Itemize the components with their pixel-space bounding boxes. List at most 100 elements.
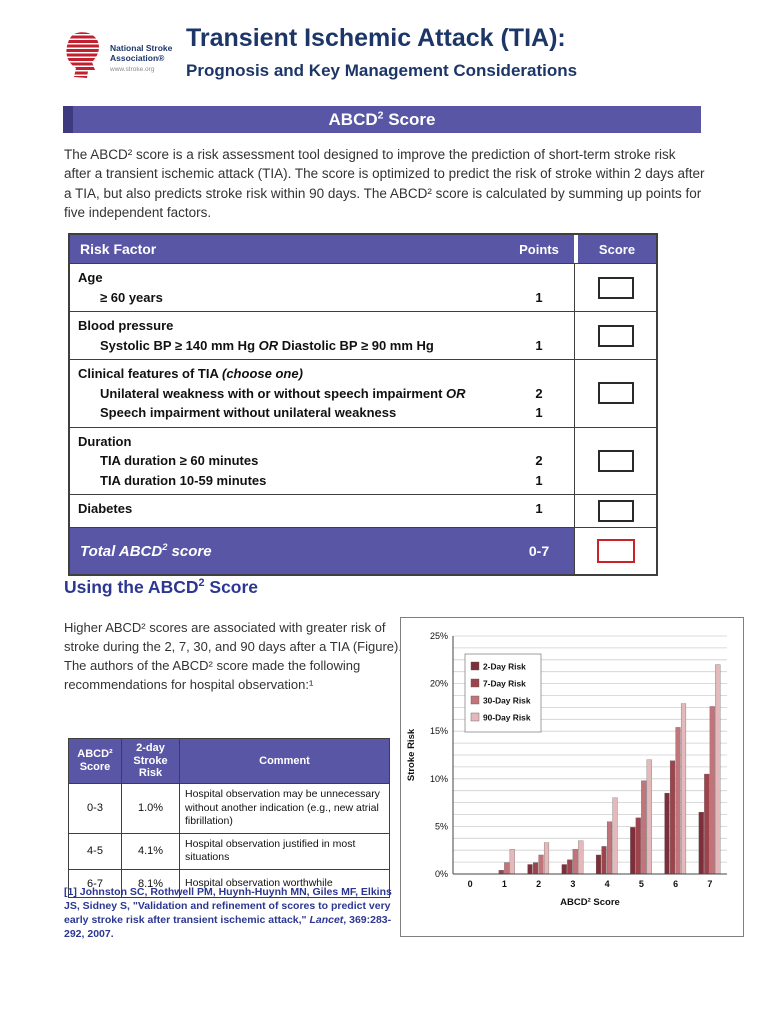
bar-90-Day Risk xyxy=(612,797,618,875)
svg-text:0: 0 xyxy=(468,879,473,889)
observation-comment: Hospital observation worthwhile xyxy=(179,870,389,898)
risk-factor-text: Unilateral weakness with or without spee… xyxy=(100,385,466,401)
svg-text:10%: 10% xyxy=(430,774,448,784)
risk-factor-text: Age xyxy=(78,270,103,285)
risk-factor-text: Clinical features of TIA (choose one) xyxy=(78,366,303,381)
risk-table-header: Risk Factor Points Score xyxy=(70,235,656,263)
column-header-score: Score xyxy=(574,235,656,263)
svg-text:5%: 5% xyxy=(435,821,448,831)
score-range: 0-3 xyxy=(87,802,103,815)
bar-30-Day Risk xyxy=(641,780,647,875)
y-axis-title: Stroke Risk xyxy=(406,728,417,781)
bar-7-Day Risk xyxy=(532,862,539,875)
observation-row: 6-7 8.1% Hospital observation worthwhile xyxy=(69,869,389,898)
points-value: 1 xyxy=(535,337,543,353)
risk-factor-row: Diabetes 1 xyxy=(70,494,656,527)
points-value: 1 xyxy=(535,501,543,516)
legend-label: 2-Day Risk xyxy=(483,662,526,672)
legend-label: 30-Day Risk xyxy=(483,696,531,706)
risk-factor-table: Risk Factor Points Score Age ≥ 60 years 1 B… xyxy=(68,233,658,576)
points-value: 1 xyxy=(535,472,543,488)
bar-7-Day Risk xyxy=(669,760,676,875)
observation-row: 4-5 4.1% Hospital observation justified in… xyxy=(69,832,389,870)
score-entry-box xyxy=(597,324,634,347)
observation-row: 0-3 1.0% Hospital observation may be unnec… xyxy=(69,782,389,833)
score-entry-box xyxy=(597,500,634,522)
bar-90-Day Risk xyxy=(680,703,687,875)
total-score-entry-box xyxy=(596,539,635,563)
x-axis-title: ABCD² Score xyxy=(560,897,620,908)
bar-90-Day Risk xyxy=(578,840,584,875)
bar-7-Day Risk xyxy=(498,870,504,875)
legend-label: 7-Day Risk xyxy=(483,679,526,689)
legend-swatch xyxy=(470,712,480,722)
two-day-stroke-risk: 1.0% xyxy=(121,783,179,833)
risk-factor-text: Blood pressure xyxy=(78,318,174,333)
observation-table-header: ABCD² Score 2-day Stroke Risk Comment xyxy=(69,739,389,783)
page-subtitle: Prognosis and Key Management Considerati… xyxy=(186,60,578,80)
risk-factor-row: Blood pressure Systolic BP ≥ 140 mm Hg OR… xyxy=(70,311,656,359)
bar-7-Day Risk xyxy=(704,773,710,875)
score-range: 4-5 xyxy=(87,845,103,858)
risk-factor-text: TIA duration ≥ 60 minutes xyxy=(100,453,259,468)
svg-text:5: 5 xyxy=(639,879,644,889)
using-score-heading: Using the ABCD2 Score xyxy=(64,577,259,597)
risk-factor-row: Clinical features of TIA (choose one) Uni… xyxy=(70,359,656,427)
svg-text:15%: 15% xyxy=(430,726,448,736)
bar-7-Day Risk xyxy=(601,846,607,875)
two-day-stroke-risk: 4.1% xyxy=(121,833,179,870)
bar-90-Day Risk xyxy=(715,664,721,875)
using-score-paragraph: Higher ABCD² scores are associated with … xyxy=(64,620,402,692)
total-score-label: Total ABCD2 score xyxy=(80,541,212,560)
total-score-row: Total ABCD2 score 0-7 xyxy=(70,527,656,574)
banner-left-cap xyxy=(63,106,73,133)
risk-factor-text: Diabetes xyxy=(78,501,133,516)
bar-90-Day Risk xyxy=(509,849,515,875)
bar-2-Day Risk xyxy=(664,792,670,875)
column-header-2day-stroke-risk: 2-day Stroke Risk xyxy=(121,739,179,783)
svg-text:2: 2 xyxy=(536,879,541,889)
bar-7-Day Risk xyxy=(567,859,573,875)
bar-90-Day Risk xyxy=(646,759,652,875)
bar-30-Day Risk xyxy=(572,849,578,875)
risk-table-rows: Age ≥ 60 years 1 Blood pressure Systolic BP … xyxy=(70,263,656,527)
bar-2-Day Risk xyxy=(527,864,533,875)
observation-table: ABCD² Score 2-day Stroke Risk Comment 0-… xyxy=(68,738,390,899)
svg-text:20%: 20% xyxy=(430,679,448,689)
stroke-risk-chart-panel: 0% 5% 10% 15% 20% 25% 0 1 2 3 4 5 6 7 ABCD² Score Strok… xyxy=(400,617,744,937)
risk-factor-row: Duration TIA duration ≥ 60 minutes 2 TIA du… xyxy=(70,426,656,494)
stroke-head-icon xyxy=(66,32,99,79)
legend-swatch xyxy=(470,678,480,688)
observation-comment: Hospital observation justified in most s… xyxy=(179,833,389,870)
legend-swatch xyxy=(470,661,480,671)
obs-table-rows: 0-3 1.0% Hospital observation may be unnec… xyxy=(69,782,389,898)
svg-text:4: 4 xyxy=(605,879,610,889)
citation-footnote: [1] Johnston SC, Rothwell PM, Huynh-Huyn… xyxy=(64,886,392,940)
points-value: 1 xyxy=(535,405,543,420)
svg-text:6: 6 xyxy=(673,879,678,889)
nsa-logo: National Stroke Association® www.stroke.… xyxy=(62,14,180,102)
bar-30-Day Risk xyxy=(606,821,613,875)
score-entry-box xyxy=(597,449,634,472)
logo-org-name: National Stroke Association® xyxy=(110,42,173,63)
bar-7-Day Risk xyxy=(635,817,641,875)
svg-text:25%: 25% xyxy=(430,631,448,641)
risk-factor-text: Systolic BP ≥ 140 mm Hg OR Diastolic BP … xyxy=(100,337,434,353)
banner-title: ABCD2 Score xyxy=(328,108,436,129)
risk-bar-chart: 0% 5% 10% 15% 20% 25% 0 1 2 3 4 5 6 7 ABCD² Score Strok… xyxy=(406,631,727,908)
section-banner-abcd2-score: ABCD2 Score xyxy=(63,106,701,133)
column-header-comment: Comment xyxy=(179,739,389,783)
column-header-risk-factor: Risk Factor xyxy=(80,241,157,257)
bar-2-Day Risk xyxy=(698,811,704,875)
total-points-range: 0-7 xyxy=(528,543,550,559)
risk-factor-text: Speech impairment without unilateral wea… xyxy=(100,405,397,420)
observation-comment: Hospital observation may be unnecessary … xyxy=(179,783,389,833)
svg-text:7: 7 xyxy=(707,879,712,889)
score-entry-box xyxy=(597,276,634,299)
points-value: 1 xyxy=(535,289,543,305)
risk-factor-row: Age ≥ 60 years 1 xyxy=(70,263,656,311)
risk-factor-text: ≥ 60 years xyxy=(100,289,163,305)
column-header-points: Points xyxy=(519,241,559,257)
two-day-stroke-risk: 8.1% xyxy=(121,870,179,898)
